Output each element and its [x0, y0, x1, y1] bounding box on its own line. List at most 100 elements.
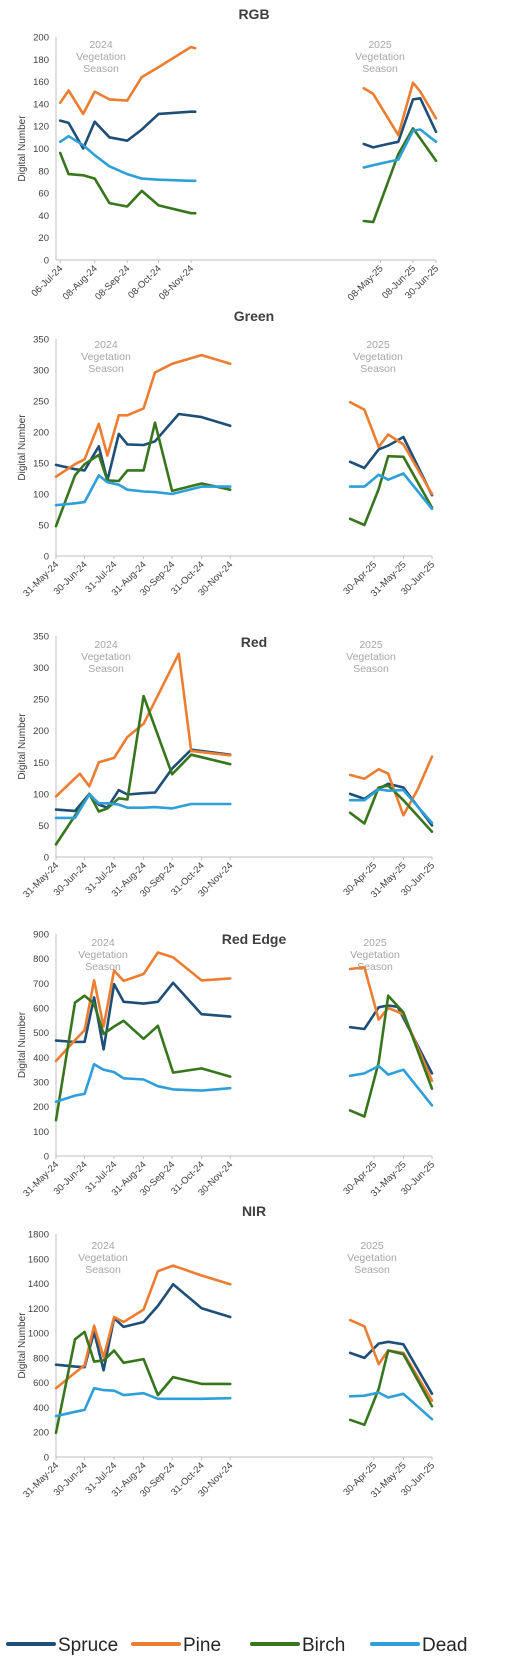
season-annotation: 2024: [94, 339, 118, 351]
y-tick-label: 0: [44, 1453, 49, 1464]
season-annotation: Season: [360, 363, 396, 375]
y-tick-label: 160: [33, 77, 49, 88]
season-annotation: Vegetation: [78, 949, 128, 961]
series-line-spruce-2: [362, 97, 438, 149]
legend-item-pine: Pine: [131, 1635, 221, 1656]
series-line-dead-1: [54, 1386, 232, 1418]
y-tick-label: 200: [33, 1428, 49, 1439]
season-annotation: 2024: [91, 1240, 115, 1252]
chart-rgb: RGB Digital Number 0 20 40 60 80 100 120 140 160 18…: [17, 6, 441, 303]
chart-title: RGB: [238, 6, 269, 22]
series-line-pine-1: [54, 652, 232, 798]
season-annotation: 2025: [360, 1240, 384, 1252]
x-tick-label: 08-Nov-24: [157, 263, 196, 302]
y-tick-label: 800: [33, 1353, 49, 1364]
chart-title: Green: [234, 308, 274, 324]
season-annotation: 2024: [91, 937, 115, 949]
y-tick-label: 1800: [28, 1230, 49, 1241]
y-tick-label: 60: [38, 189, 49, 200]
x-tick-label: 08-May-25: [346, 263, 386, 303]
y-tick-label: 200: [33, 726, 49, 737]
season-annotation: Season: [354, 1264, 390, 1276]
series-line-birch-1: [54, 994, 232, 1122]
y-tick-label: 200: [33, 428, 49, 439]
season-annotation: Vegetation: [355, 51, 405, 63]
season-annotation: Vegetation: [346, 651, 396, 663]
series-line-pine-1: [54, 1264, 232, 1390]
season-annotation: 2025: [366, 339, 390, 351]
y-tick-label: 100: [33, 490, 49, 501]
y-tick-label: 300: [33, 663, 49, 674]
series-line-birch-2: [348, 784, 434, 834]
y-axis-label: Digital Number: [17, 1011, 28, 1078]
series-line-birch-2: [348, 1349, 434, 1427]
legend-item-spruce: Spruce: [6, 1635, 118, 1656]
season-annotation: Vegetation: [81, 651, 131, 663]
series-line-birch-2: [348, 454, 434, 527]
series-line-birch-1: [54, 1330, 232, 1435]
series-line-pine-1: [58, 45, 197, 116]
season-annotation: Vegetation: [353, 351, 403, 363]
y-tick-label: 100: [33, 1127, 49, 1138]
series-line-dead-1: [54, 474, 232, 507]
series-line-dead-1: [54, 1062, 232, 1103]
y-tick-label: 400: [33, 1403, 49, 1414]
season-annotation: Season: [85, 1264, 121, 1276]
series-line-dead-2: [362, 128, 438, 169]
x-tick-label: 06-Jul-24: [30, 263, 66, 299]
series-line-spruce-2: [348, 1340, 434, 1396]
season-annotation: 2025: [359, 639, 383, 651]
series-line-birch-1: [58, 151, 197, 215]
series-line-spruce-2: [348, 435, 434, 497]
season-annotation: Vegetation: [347, 1252, 397, 1264]
series-line-dead-2: [348, 1391, 434, 1421]
series-line-dead-2: [348, 788, 434, 825]
y-axis-label: Digital Number: [17, 115, 28, 182]
y-tick-label: 600: [33, 1004, 49, 1015]
series-line-dead-1: [58, 134, 197, 183]
y-tick-label: 0: [44, 552, 49, 563]
season-annotation: Season: [83, 63, 119, 75]
series-line-pine-2: [348, 400, 434, 496]
season-annotation: Vegetation: [350, 949, 400, 961]
series-line-birch-1: [54, 694, 232, 846]
x-tick-label: 08-Sep-24: [93, 263, 132, 302]
chart-red-edge: Red Edge Digital Number 0 100 200 300 400 500 60…: [17, 930, 437, 1200]
series-line-pine-2: [348, 755, 434, 817]
chart-title: Red: [241, 634, 267, 650]
y-axis-label: Digital Number: [17, 1312, 28, 1379]
y-tick-label: 140: [33, 99, 49, 110]
series-line-pine-1: [54, 951, 232, 1063]
y-tick-label: 250: [33, 397, 49, 408]
series-line-spruce-1: [58, 110, 197, 150]
y-tick-label: 200: [33, 1102, 49, 1113]
season-annotation: Season: [88, 363, 124, 375]
legend-label: Pine: [183, 1635, 221, 1656]
season-annotation: Season: [88, 663, 124, 675]
y-axis-label: Digital Number: [17, 713, 28, 780]
legend-item-birch: Birch: [250, 1635, 345, 1656]
series-line-spruce-2: [348, 1004, 434, 1075]
legend-label: Spruce: [58, 1635, 118, 1656]
legend-label: Dead: [422, 1635, 467, 1656]
season-annotation: Vegetation: [78, 1252, 128, 1264]
y-tick-label: 300: [33, 366, 49, 377]
y-tick-label: 350: [33, 632, 49, 643]
y-tick-label: 600: [33, 1378, 49, 1389]
season-annotation: 2025: [363, 937, 387, 949]
season-annotation: Season: [362, 63, 398, 75]
y-tick-label: 1600: [28, 1254, 49, 1265]
y-tick-label: 800: [33, 954, 49, 965]
legend-label: Birch: [302, 1635, 345, 1656]
y-tick-label: 50: [38, 821, 49, 832]
y-tick-label: 300: [33, 1078, 49, 1089]
y-tick-label: 500: [33, 1028, 49, 1039]
season-annotation: Vegetation: [81, 351, 131, 363]
y-tick-label: 0: [44, 1152, 49, 1163]
legend: Spruce Pine Birch Dead: [6, 1635, 467, 1656]
y-tick-label: 1200: [28, 1304, 49, 1315]
y-tick-label: 100: [33, 144, 49, 155]
y-axis-label: Digital Number: [17, 414, 28, 481]
y-tick-label: 80: [38, 166, 49, 177]
season-annotation: 2024: [94, 639, 118, 651]
